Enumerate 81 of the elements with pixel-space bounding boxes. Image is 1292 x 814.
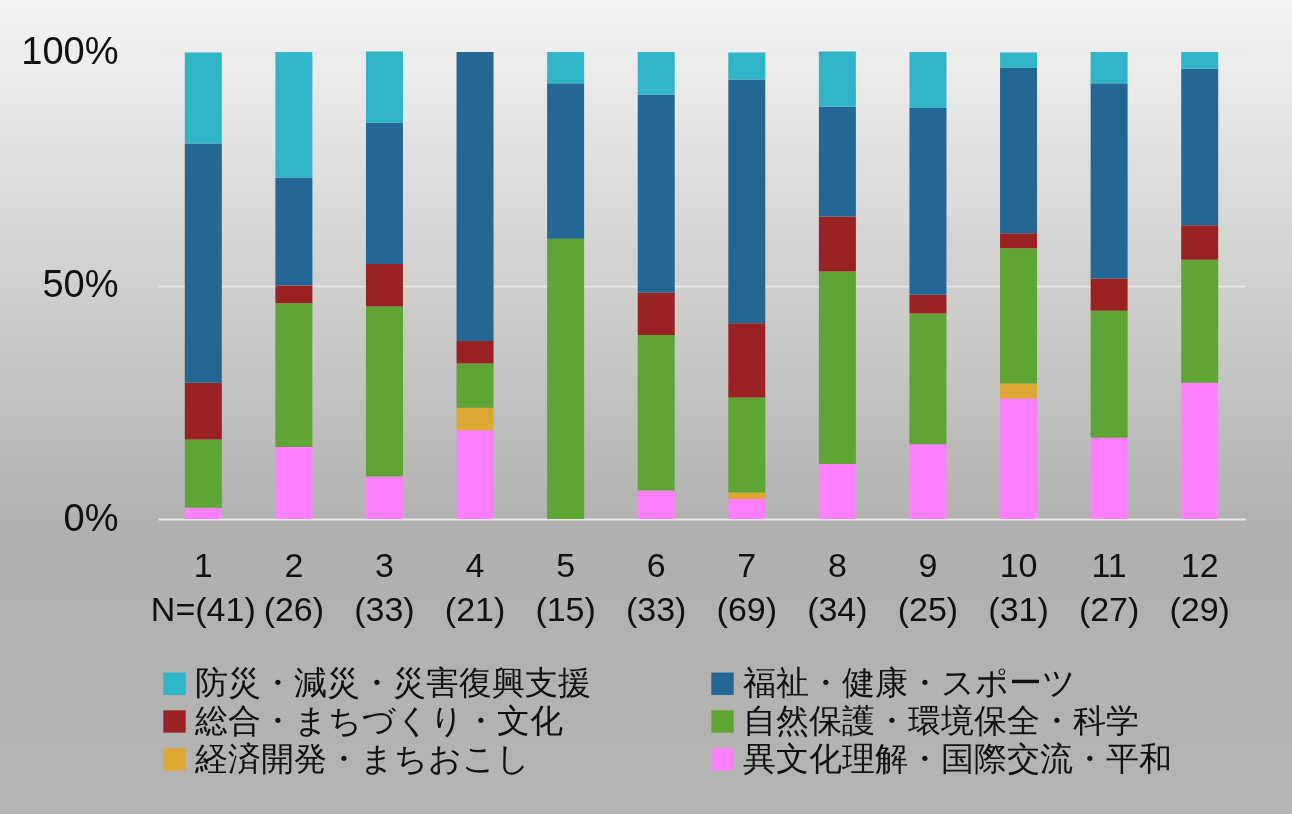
bar (1000, 398, 1038, 519)
bar (365, 122, 403, 265)
bar (637, 490, 675, 519)
legend-label: 総合・まちづくり・文化 (194, 701, 563, 739)
y-tick-label: 100% (21, 29, 119, 72)
bar (909, 294, 947, 314)
bar (456, 52, 494, 342)
bar (728, 492, 766, 499)
legend-label: 経済開発・まちおこし (194, 739, 530, 777)
bar (818, 51, 856, 107)
bar (728, 323, 766, 398)
bar (184, 439, 222, 508)
bar (1090, 278, 1128, 311)
bar (184, 143, 222, 383)
bar (456, 430, 494, 519)
bar (818, 106, 856, 217)
bar (456, 341, 494, 364)
bar (1181, 259, 1219, 383)
bar (818, 463, 856, 519)
legend-label: 福祉・健康・スポーツ (743, 663, 1076, 701)
bar (637, 52, 675, 95)
bar (547, 83, 585, 239)
x-tick-label: 7 (69) (716, 545, 778, 628)
x-tick-label: 8 (34) (807, 545, 868, 628)
bar (275, 447, 313, 519)
bar (365, 264, 403, 307)
bar (909, 52, 947, 109)
x-tick-label: 10 (31) (988, 545, 1049, 628)
x-tick-label: 4 (21) (444, 545, 506, 628)
x-tick-label: 6 (33) (625, 545, 687, 628)
bar (728, 79, 766, 324)
bar (637, 94, 675, 293)
bar (1000, 383, 1038, 399)
bar (456, 363, 494, 408)
y-tick-label: 50% (42, 263, 119, 305)
x-tick-label: 2 (26) (263, 545, 325, 628)
bar (637, 292, 675, 335)
bar (728, 397, 766, 493)
bar (184, 52, 222, 144)
x-tick-label: 3 (33) (354, 545, 415, 628)
bar (1090, 310, 1128, 438)
bar (365, 476, 403, 519)
legend-label: 防災・減災・災害復興支援 (195, 663, 591, 701)
x-tick-label: 12 (29) (1169, 545, 1230, 628)
bar (909, 444, 947, 519)
bar (637, 335, 675, 491)
bar (818, 216, 856, 272)
bar (728, 52, 766, 80)
bar (1090, 52, 1128, 84)
bar (184, 507, 222, 519)
legend-label: 異文化理解・国際交流・平和 (743, 739, 1172, 777)
x-tick-label: 5 (15) (535, 545, 596, 628)
bar (547, 238, 585, 519)
bar (728, 498, 766, 519)
bar (1181, 225, 1219, 260)
bar (909, 313, 947, 445)
bar (365, 51, 403, 123)
bar (818, 271, 856, 464)
bar (1000, 248, 1038, 384)
bar (1090, 437, 1128, 519)
x-tick-label: 1 N=(41) (150, 545, 256, 628)
legend-label: 自然保護・環境保全・科学 (743, 701, 1139, 739)
x-tick-label: 11 (27) (1078, 545, 1140, 628)
bar (184, 382, 222, 440)
bar (456, 407, 494, 431)
bar (275, 303, 313, 448)
bar (1000, 233, 1038, 249)
x-tick-label: 9 (25) (897, 545, 959, 628)
bar (275, 52, 313, 178)
bar (1090, 83, 1128, 279)
bar (1000, 67, 1038, 234)
y-tick-label: 0% (63, 496, 119, 539)
bar (275, 177, 313, 286)
bar (547, 52, 585, 84)
bar (1181, 68, 1219, 226)
bar (1000, 52, 1038, 68)
bar (909, 108, 947, 295)
bar (365, 306, 403, 477)
bar (275, 285, 313, 304)
bar (1181, 52, 1219, 69)
bar (1181, 382, 1219, 519)
